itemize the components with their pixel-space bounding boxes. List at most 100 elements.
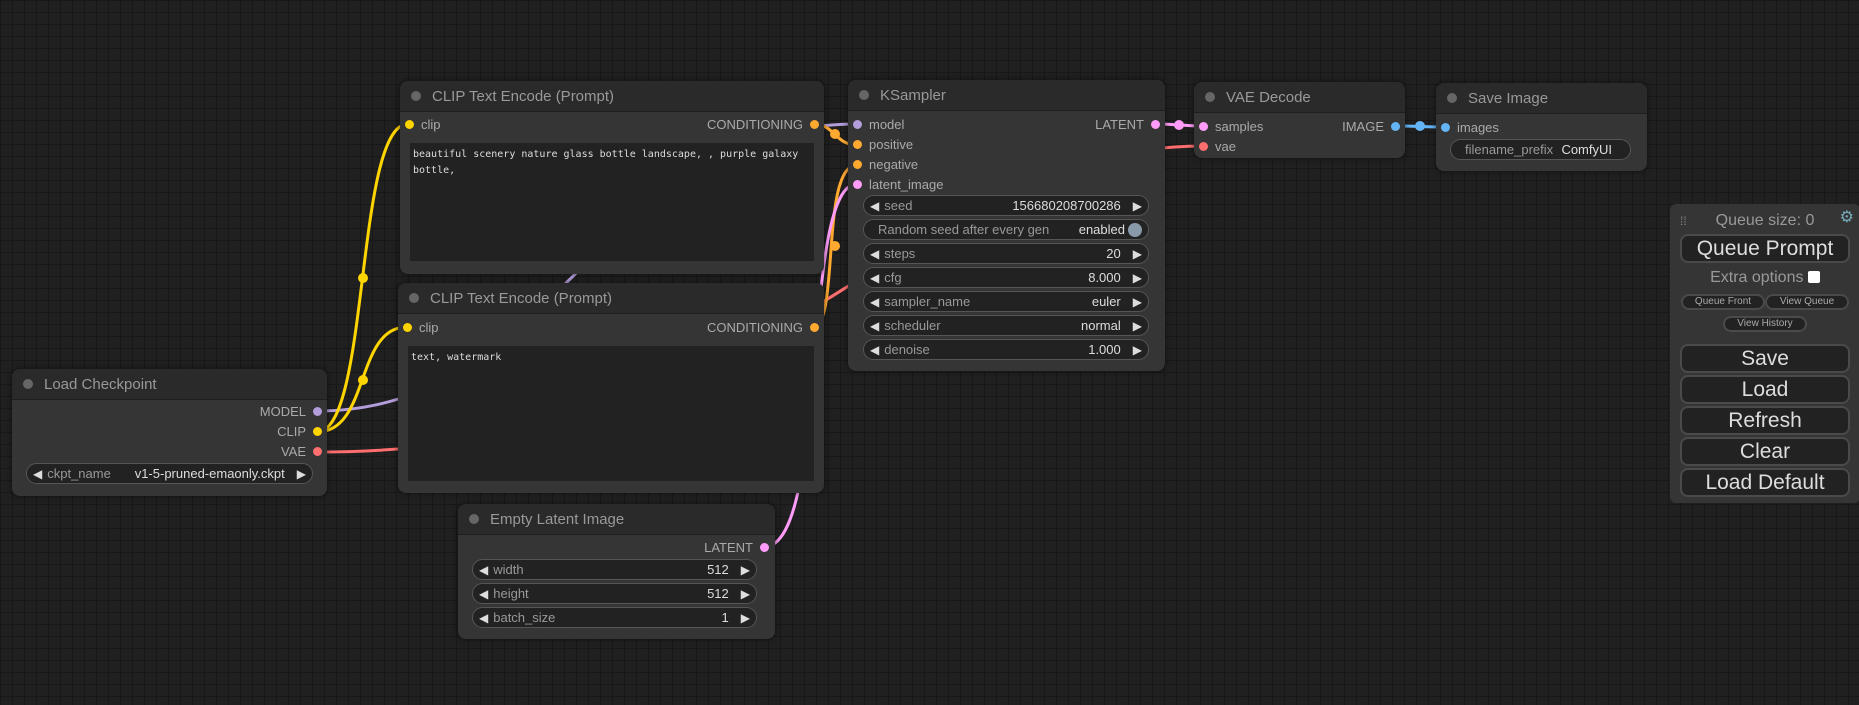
refresh-button[interactable]: Refresh [1680,406,1850,435]
prompt-textarea[interactable]: beautiful scenery nature glass bottle la… [410,143,814,261]
output-vae[interactable]: VAE [281,441,322,461]
slot-dot-icon[interactable] [1199,121,1208,131]
decrement-arrow-icon[interactable]: ◀ [870,246,880,261]
node-title[interactable]: KSampler [848,80,1165,111]
widget-sampler-name[interactable]: ◀ sampler_name euler ▶ [863,291,1149,312]
queue-front-button[interactable]: Queue Front [1681,294,1765,310]
node-empty-latent-image[interactable]: Empty Latent Image LATENT ◀ width 512 ▶ ◀ he… [458,504,775,639]
slot-dot-icon[interactable] [405,119,414,129]
output-conditioning[interactable]: CONDITIONING [707,114,819,134]
node-title[interactable]: CLIP Text Encode (Prompt) [400,81,824,112]
decrement-arrow-icon[interactable]: ◀ [870,318,880,333]
widget-denoise[interactable]: ◀ denoise 1.000 ▶ [863,339,1149,360]
node-title[interactable]: VAE Decode [1194,82,1405,113]
node-title[interactable]: CLIP Text Encode (Prompt) [398,283,824,314]
collapse-dot-icon[interactable] [409,293,419,303]
drag-handle-icon[interactable]: ⁞⁞ [1680,214,1687,228]
slot-dot-icon[interactable] [313,446,322,456]
slot-dot-icon[interactable] [853,119,862,129]
prompt-textarea[interactable]: text, watermark [408,346,814,481]
input-model[interactable]: model [853,114,904,134]
collapse-dot-icon[interactable] [859,90,869,100]
widget-seed[interactable]: ◀ seed 156680208700286 ▶ [863,195,1149,216]
input-samples[interactable]: samples [1199,116,1263,136]
widget-batch-size[interactable]: ◀ batch_size 1 ▶ [472,607,757,628]
increment-arrow-icon[interactable]: ▶ [1132,246,1142,261]
node-vae-decode[interactable]: VAE Decode samples vae IMAGE [1194,82,1405,158]
decrement-arrow-icon[interactable]: ◀ [870,270,880,285]
view-queue-button[interactable]: View Queue [1765,294,1849,310]
decrement-arrow-icon[interactable]: ◀ [33,466,43,481]
input-clip[interactable]: clip [405,114,441,134]
collapse-dot-icon[interactable] [469,514,479,524]
node-clip-text-encode-positive[interactable]: CLIP Text Encode (Prompt) clip CONDITION… [400,81,824,274]
extra-options-checkbox[interactable] [1807,271,1820,283]
output-conditioning[interactable]: CONDITIONING [707,317,819,337]
widget-steps[interactable]: ◀ steps 20 ▶ [863,243,1149,264]
slot-dot-icon[interactable] [760,542,769,552]
gear-icon[interactable]: ⚙ [1839,209,1854,226]
decrement-arrow-icon[interactable]: ◀ [479,562,489,577]
save-button[interactable]: Save [1680,344,1850,373]
output-model[interactable]: MODEL [260,401,322,421]
decrement-arrow-icon[interactable]: ◀ [479,610,489,625]
increment-arrow-icon[interactable]: ▶ [1132,318,1142,333]
load-default-button[interactable]: Load Default [1680,468,1850,497]
widget-width[interactable]: ◀ width 512 ▶ [472,559,757,580]
collapse-dot-icon[interactable] [23,379,33,389]
output-image[interactable]: IMAGE [1342,116,1400,136]
input-latent-image[interactable]: latent_image [853,174,943,194]
increment-arrow-icon[interactable]: ▶ [740,586,750,601]
increment-arrow-icon[interactable]: ▶ [740,610,750,625]
decrement-arrow-icon[interactable]: ◀ [479,586,489,601]
increment-arrow-icon[interactable]: ▶ [1132,198,1142,213]
widget-ckpt-name[interactable]: ◀ ckpt_name v1-5-pruned-emaonly.ckpt ▶ [26,463,313,484]
clear-button[interactable]: Clear [1680,437,1850,466]
collapse-dot-icon[interactable] [411,91,421,101]
widget-filename-prefix[interactable]: filename_prefix ComfyUI [1450,139,1631,160]
decrement-arrow-icon[interactable]: ◀ [870,342,880,357]
widget-random-seed-toggle[interactable]: Random seed after every gen enabled [863,219,1149,240]
load-button[interactable]: Load [1680,375,1850,404]
node-ksampler[interactable]: KSampler model positive negative latent_… [848,80,1165,371]
widget-cfg[interactable]: ◀ cfg 8.000 ▶ [863,267,1149,288]
collapse-dot-icon[interactable] [1447,93,1457,103]
toggle-knob-icon[interactable] [1128,222,1142,237]
output-latent[interactable]: LATENT [1095,114,1160,134]
increment-arrow-icon[interactable]: ▶ [1132,342,1142,357]
increment-arrow-icon[interactable]: ▶ [1132,294,1142,309]
node-title[interactable]: Save Image [1436,83,1647,114]
slot-dot-icon[interactable] [810,322,819,332]
slot-dot-icon[interactable] [403,322,412,332]
widget-height[interactable]: ◀ height 512 ▶ [472,583,757,604]
slot-dot-icon[interactable] [853,159,862,169]
node-title[interactable]: Load Checkpoint [12,369,327,400]
input-positive[interactable]: positive [853,134,913,154]
input-clip[interactable]: clip [403,317,439,337]
slot-dot-icon[interactable] [1441,122,1450,132]
output-clip[interactable]: CLIP [277,421,322,441]
slot-dot-icon[interactable] [1199,141,1208,151]
increment-arrow-icon[interactable]: ▶ [296,466,306,481]
node-clip-text-encode-negative[interactable]: CLIP Text Encode (Prompt) clip CONDITION… [398,283,824,493]
input-vae[interactable]: vae [1199,136,1236,156]
slot-dot-icon[interactable] [810,119,819,129]
input-negative[interactable]: negative [853,154,918,174]
widget-scheduler[interactable]: ◀ scheduler normal ▶ [863,315,1149,336]
node-save-image[interactable]: Save Image images filename_prefix ComfyUI [1436,83,1647,171]
increment-arrow-icon[interactable]: ▶ [740,562,750,577]
input-images[interactable]: images [1441,117,1499,137]
collapse-dot-icon[interactable] [1205,92,1215,102]
slot-dot-icon[interactable] [313,406,322,416]
slot-dot-icon[interactable] [853,179,862,189]
node-load-checkpoint[interactable]: Load Checkpoint MODEL CLIP VAE ◀ ckpt_nam… [12,369,327,496]
output-latent[interactable]: LATENT [704,537,769,557]
slot-dot-icon[interactable] [1151,119,1160,129]
decrement-arrow-icon[interactable]: ◀ [870,294,880,309]
decrement-arrow-icon[interactable]: ◀ [870,198,880,213]
queue-prompt-button[interactable]: Queue Prompt [1680,234,1850,263]
increment-arrow-icon[interactable]: ▶ [1132,270,1142,285]
slot-dot-icon[interactable] [853,139,862,149]
view-history-button[interactable]: View History [1723,316,1807,332]
slot-dot-icon[interactable] [313,426,322,436]
